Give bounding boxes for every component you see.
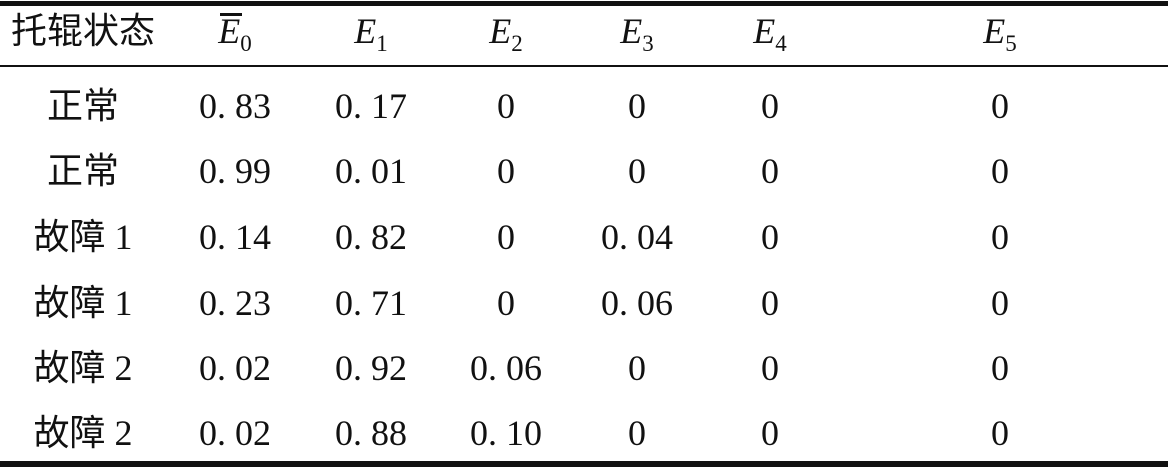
value-cell: 0 [991,217,1009,257]
value-cell: 0. 10 [470,413,542,453]
header-state-column: 托辊状态 [10,11,155,51]
e-symbol: E [983,11,1006,51]
header-e5: E5 [930,4,1070,58]
value-cell: 0. 06 [601,283,673,323]
value-cell: 0. 14 [199,217,271,257]
value-cell: 0. 02 [199,348,271,388]
state-cell: 正常 [46,86,119,126]
table-header-rule [0,65,1168,67]
e-bar-symbol: E [218,11,243,51]
value-cell: 0. 82 [335,217,407,257]
state-cell: 正常 [46,151,119,191]
value-cell: 0 [761,283,779,323]
table-bottom-rule [0,461,1168,467]
header-e3: E3 [567,4,707,58]
value-cell: 0. 06 [470,348,542,388]
header-e1: E1 [301,4,441,58]
table-row: 故障 1 0. 23 0. 71 0 0. 06 0 0 [0,278,1168,328]
header-e4: E4 [700,4,840,58]
e3-subscript: 3 [642,31,654,57]
value-cell: 0 [628,86,646,126]
state-cell: 故障 2 [33,413,133,453]
table-row: 故障 2 0. 02 0. 92 0. 06 0 0 0 [0,343,1168,393]
value-cell: 0. 92 [335,348,407,388]
header-e0: E0 [165,4,305,58]
value-cell: 0. 88 [335,413,407,453]
value-cell: 0 [761,413,779,453]
value-cell: 0 [497,151,515,191]
value-cell: 0 [991,86,1009,126]
value-cell: 0 [628,151,646,191]
e5-subscript: 5 [1005,31,1017,57]
value-cell: 0. 01 [335,151,407,191]
table-top-rule [0,1,1168,6]
value-cell: 0 [628,413,646,453]
state-cell: 故障 1 [33,283,133,323]
value-cell: 0 [761,217,779,257]
e-symbol: E [620,11,643,51]
header-e2: E2 [436,4,576,58]
e-symbol: E [354,11,377,51]
e1-subscript: 1 [376,31,388,57]
value-cell: 0 [991,283,1009,323]
value-cell: 0 [628,348,646,388]
value-cell: 0. 17 [335,86,407,126]
e4-subscript: 4 [775,31,787,57]
table-row: 故障 1 0. 14 0. 82 0 0. 04 0 0 [0,212,1168,262]
e2-subscript: 2 [511,31,523,57]
value-cell: 0. 71 [335,283,407,323]
state-cell: 故障 1 [33,217,133,257]
value-cell: 0 [761,86,779,126]
value-cell: 0. 02 [199,413,271,453]
e-symbol: E [753,11,776,51]
e0-subscript: 0 [240,31,252,57]
table-row: 故障 2 0. 02 0. 88 0. 10 0 0 0 [0,408,1168,458]
value-cell: 0. 83 [199,86,271,126]
state-cell: 故障 2 [33,348,133,388]
value-cell: 0 [497,217,515,257]
table-header-row: 托辊状态 E0 E1 E2 E3 E4 E5 [0,4,1168,58]
value-cell: 0 [991,151,1009,191]
table-row: 正常 0. 83 0. 17 0 0 0 0 [0,81,1168,131]
e-symbol: E [489,11,512,51]
value-cell: 0 [497,86,515,126]
value-cell: 0. 99 [199,151,271,191]
table-row: 正常 0. 99 0. 01 0 0 0 0 [0,146,1168,196]
value-cell: 0 [761,151,779,191]
value-cell: 0 [991,348,1009,388]
value-cell: 0 [497,283,515,323]
value-cell: 0 [761,348,779,388]
value-cell: 0. 23 [199,283,271,323]
value-cell: 0 [991,413,1009,453]
value-cell: 0. 04 [601,217,673,257]
